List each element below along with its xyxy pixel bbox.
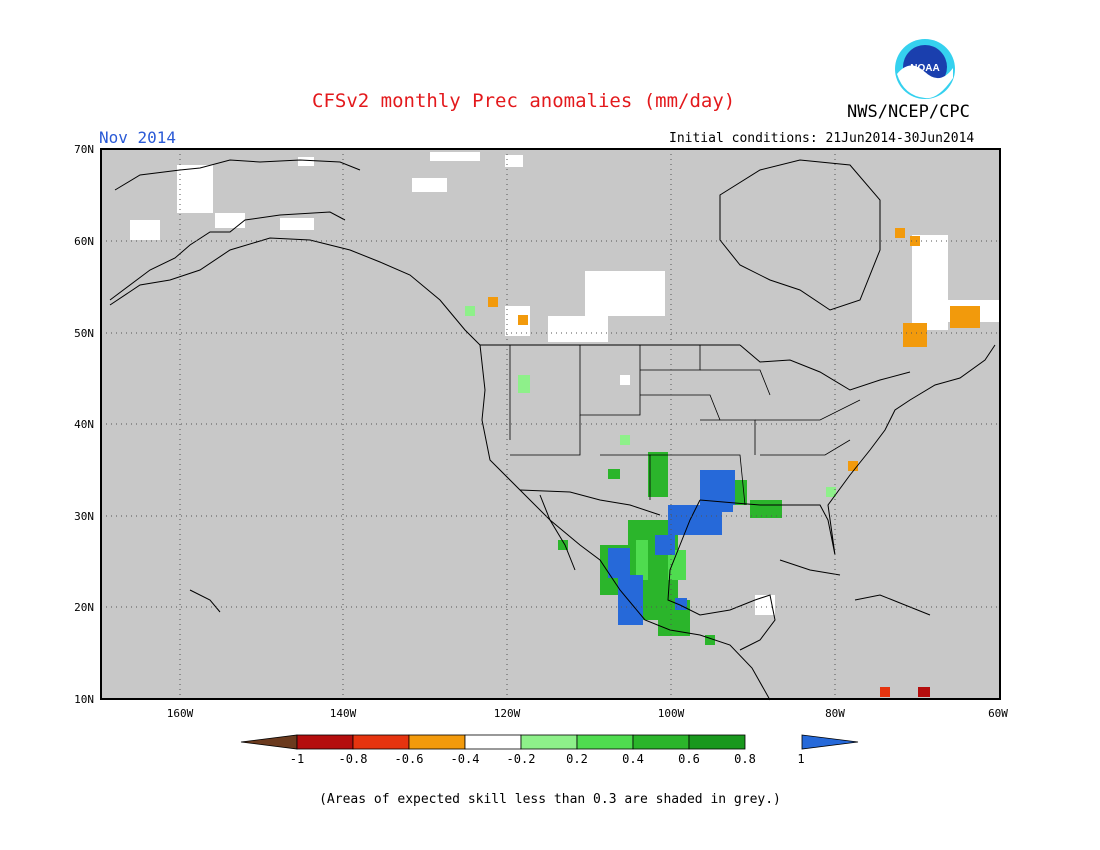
colorbar-tick-label: 0.2 [566,752,588,766]
longitude-labels: 160W 140W 120W 100W 80W 60W [167,707,1009,720]
lat-label: 30N [74,510,94,523]
skill-footnote: (Areas of expected skill less than 0.3 a… [319,792,781,807]
orange-patches [488,228,980,471]
colorbar-tick-label: 0.6 [678,752,700,766]
colorbar-swatch [576,734,634,750]
colorbar-left-arrow [240,734,298,750]
colorbar-tick-label: -0.8 [339,752,368,766]
lon-label: 60W [988,707,1008,720]
forecast-month: Nov 2014 [99,128,177,147]
lon-label: 120W [494,707,521,720]
colorbar-tick-label: -0.4 [451,752,480,766]
lat-label: 50N [74,327,94,340]
graticule [101,149,1000,699]
colorbar-tick-label: -0.6 [395,752,424,766]
colorbar-swatch [632,734,690,750]
lat-label: 70N [74,143,94,156]
noaa-logo-icon: NOAA [895,39,955,99]
colorbar-tick-label: 1 [797,752,804,766]
colorbar-swatch [408,734,466,750]
colorbar-swatch [688,734,746,750]
lat-label: 20N [74,601,94,614]
lon-label: 100W [658,707,685,720]
mid-green-patches [636,540,686,580]
lat-label: 60N [74,235,94,248]
white-patches [130,152,1000,615]
lon-label: 160W [167,707,194,720]
latitude-labels: 70N 60N 50N 40N 30N 20N 10N [74,143,94,706]
colorbar-swatch [352,734,410,750]
colorbar-right-arrow [801,734,859,750]
state-borders [509,345,861,506]
lat-label: 40N [74,418,94,431]
dark-red-patch [918,687,930,697]
colorbar-tick-label: 0.4 [622,752,644,766]
colorbar-swatch [296,734,354,750]
lon-label: 80W [825,707,845,720]
logo-text: NOAA [910,63,939,74]
plot-frame [100,148,1001,700]
colorbar-swatch [520,734,578,750]
colorbar-labels: -1 -0.8 -0.6 -0.4 -0.2 0.2 0.4 0.6 0.8 1 [290,752,805,766]
coastlines [109,159,996,701]
initial-conditions: Initial conditions: 21Jun2014-30Jun2014 [669,131,975,146]
plot-area [101,149,1000,699]
colorbar-boxes [296,734,746,750]
colorbar: -1 -0.8 -0.6 -0.4 -0.2 0.2 0.4 0.6 0.8 1 [240,734,859,766]
colorbar-tick-label: -1 [290,752,304,766]
colorbar-tick-label: 0.8 [734,752,756,766]
agency-label: NWS/NCEP/CPC [847,102,970,122]
colorbar-tick-label: -0.2 [507,752,536,766]
colorbar-swatch [464,734,522,750]
map-title: CFSv2 monthly Prec anomalies (mm/day) [312,90,736,112]
blue-patches [608,470,735,625]
lat-label: 10N [74,693,94,706]
lon-label: 140W [330,707,357,720]
red-patch [880,687,890,697]
